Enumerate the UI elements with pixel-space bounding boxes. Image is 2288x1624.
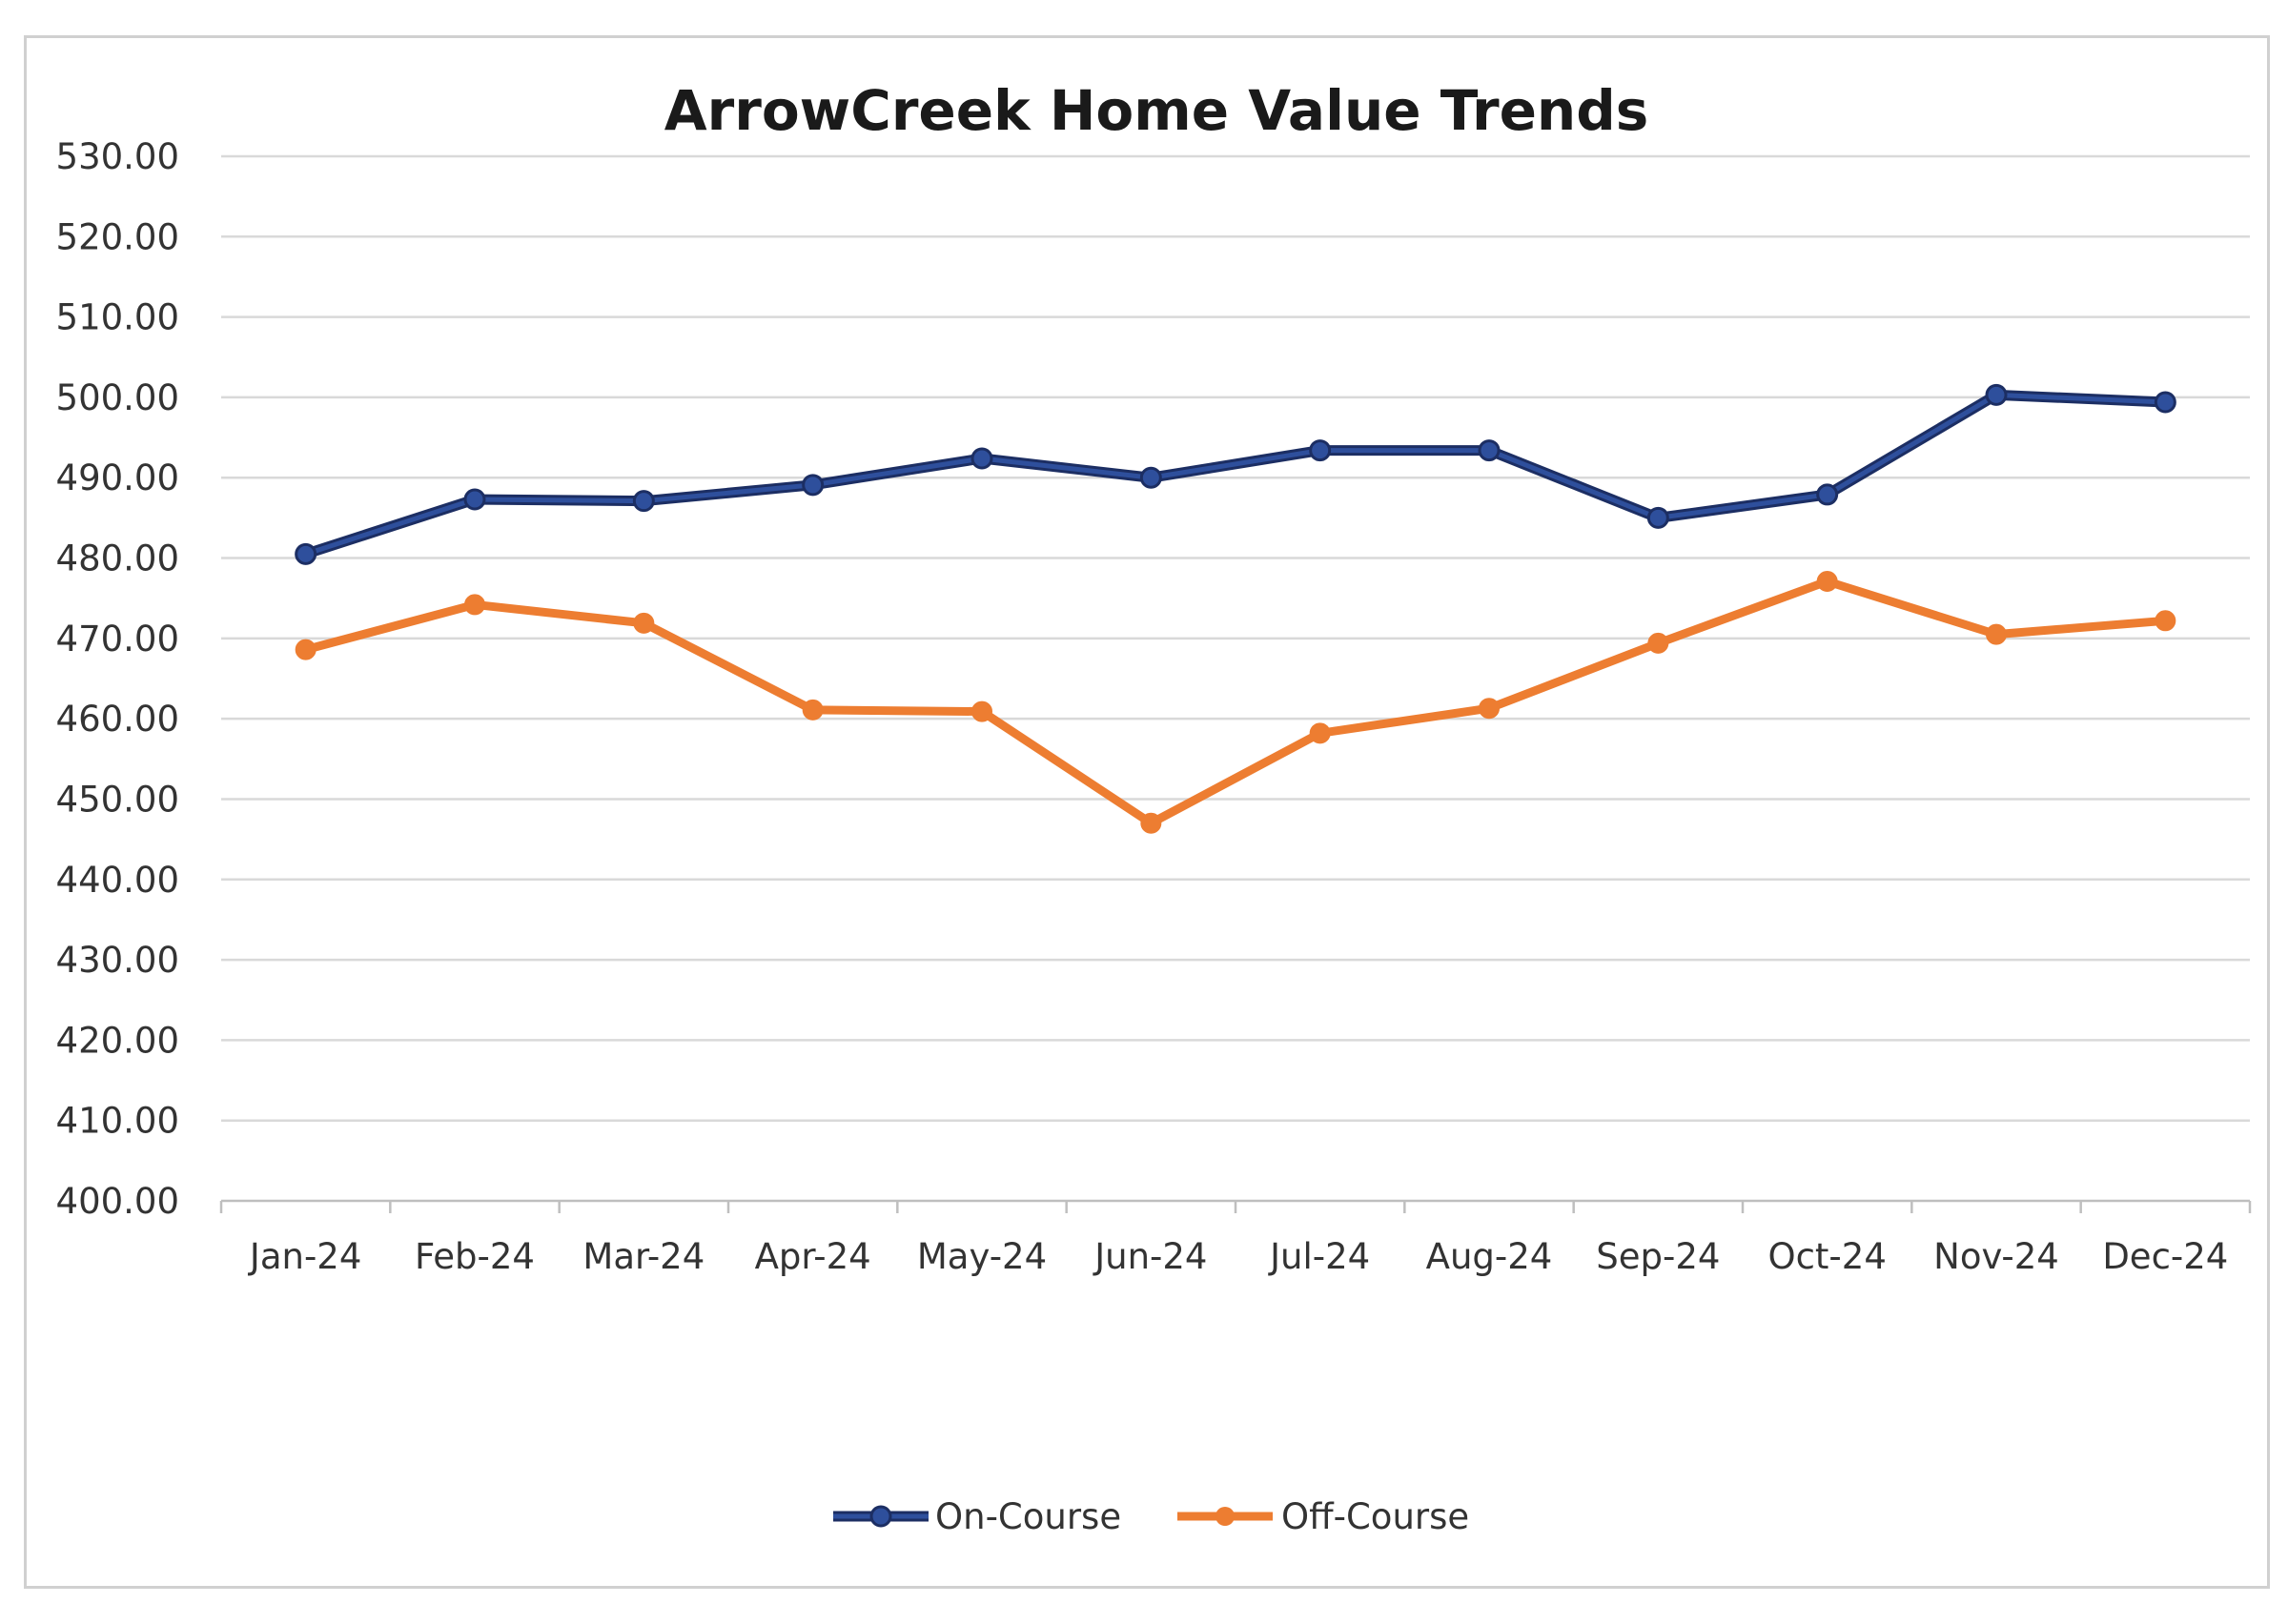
data-point	[2155, 610, 2176, 632]
gridlines	[221, 154, 2250, 1122]
x-tick-label: Jul-24	[1268, 1236, 1370, 1277]
y-tick-label: 430.00	[56, 940, 179, 981]
y-tick-label: 410.00	[56, 1101, 179, 1142]
x-tick-label: Apr-24	[755, 1236, 871, 1277]
data-point	[1479, 698, 1500, 720]
x-tick-label: Aug-24	[1426, 1236, 1553, 1277]
data-point	[1647, 632, 1669, 654]
data-point	[1139, 466, 1162, 489]
data-point	[464, 594, 485, 616]
x-tick-label: Jun-24	[1093, 1236, 1207, 1277]
x-tick-label: Jan-24	[248, 1236, 361, 1277]
data-point	[802, 474, 825, 497]
legend-marker	[869, 1505, 892, 1528]
y-tick-label: 460.00	[56, 699, 179, 740]
legend-marker	[1216, 1507, 1235, 1526]
data-point	[1986, 623, 2007, 645]
data-point	[2154, 391, 2176, 414]
data-point	[1985, 383, 2008, 406]
legend-item-on-course: On-Course	[833, 1496, 1121, 1537]
legend-label: On-Course	[935, 1496, 1121, 1537]
data-point	[1309, 722, 1331, 744]
x-axis	[219, 1199, 2252, 1213]
series-off-course	[295, 570, 2176, 834]
x-tick-label: Nov-24	[1933, 1236, 2059, 1277]
y-tick-label: 400.00	[56, 1181, 179, 1222]
y-tick-label: 470.00	[56, 619, 179, 660]
y-tick-label: 480.00	[56, 538, 179, 579]
data-point	[1646, 506, 1669, 529]
x-tick-label: Dec-24	[2102, 1236, 2228, 1277]
series-lines	[295, 383, 2176, 834]
data-point	[633, 612, 655, 634]
y-axis: 400.00 410.00 420.00 430.00 440.00 450.00 460.…	[56, 136, 179, 1222]
y-tick-label: 510.00	[56, 297, 179, 338]
data-point	[971, 700, 992, 722]
series-line	[301, 577, 2170, 828]
chart-frame: ArrowCreek Home Value Trends 400.00 410.0…	[24, 35, 2270, 1589]
legend: On-Course Off-Course	[833, 1496, 1469, 1537]
y-tick-label: 500.00	[56, 377, 179, 418]
data-point	[463, 488, 486, 511]
data-point	[1140, 812, 1162, 834]
chart-title: ArrowCreek Home Value Trends	[664, 78, 1649, 143]
y-tick-label: 490.00	[56, 457, 179, 498]
data-point	[802, 699, 824, 721]
x-tick-label: Mar-24	[582, 1236, 705, 1277]
x-tick-label: May-24	[917, 1236, 1047, 1277]
data-point	[295, 639, 317, 660]
x-tick-label: Sep-24	[1596, 1236, 1720, 1277]
line-chart: ArrowCreek Home Value Trends 400.00 410.0…	[56, 78, 2252, 1537]
series-line	[303, 392, 2168, 557]
x-tick-label: Feb-24	[415, 1236, 535, 1277]
y-tick-label: 520.00	[56, 216, 179, 257]
y-tick-label: 420.00	[56, 1020, 179, 1061]
x-tick-label: Oct-24	[1767, 1236, 1886, 1277]
data-point	[970, 447, 993, 470]
legend-item-off-course: Off-Course	[1177, 1496, 1469, 1537]
data-point	[1478, 439, 1501, 462]
data-point	[1816, 570, 1838, 592]
data-point	[1309, 439, 1332, 462]
data-point	[295, 542, 317, 565]
y-tick-label: 440.00	[56, 860, 179, 901]
y-tick-label: 530.00	[56, 136, 179, 177]
legend-label: Off-Course	[1281, 1496, 1469, 1537]
series-line-outline	[300, 389, 2171, 559]
x-axis-labels: Jan-24 Feb-24 Mar-24 Apr-24 May-24 Jun-24 Jul-…	[248, 1236, 2228, 1277]
y-tick-label: 450.00	[56, 779, 179, 820]
data-point	[1816, 483, 1839, 506]
data-point	[632, 490, 655, 513]
series-on-course	[295, 383, 2176, 565]
